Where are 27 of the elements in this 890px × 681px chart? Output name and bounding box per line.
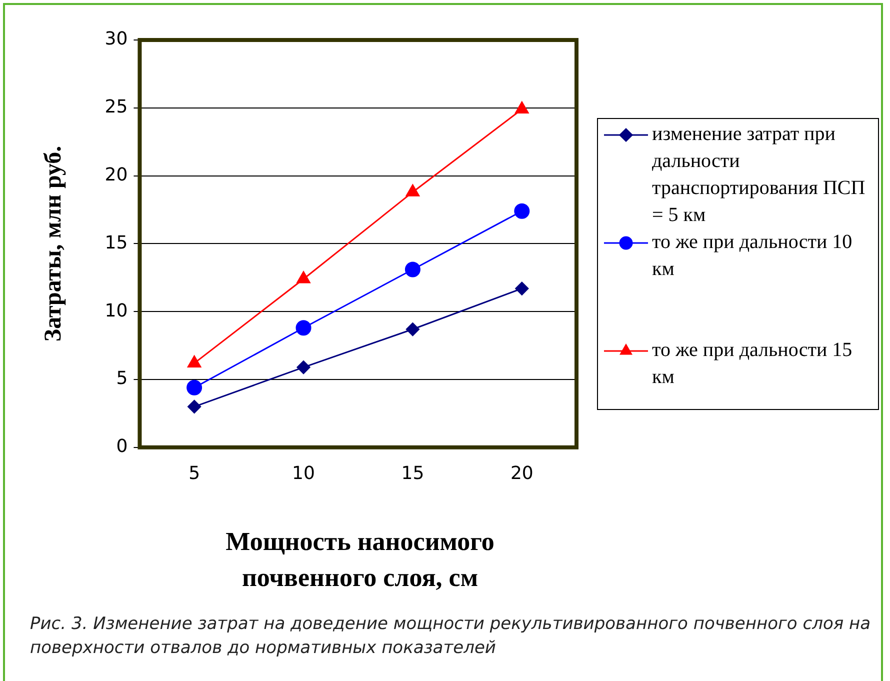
y-axis-title: Затраты, млн руб. [40,146,67,342]
point [514,203,530,219]
y-tick-label: 5 [116,368,128,390]
legend-label: то же при дальности 10 км [652,230,854,282]
point [406,322,420,336]
point [188,400,202,414]
x-axis-title: Мощность наносимого почвенного слоя, см [224,526,496,594]
y-tick-label: 20 [104,164,128,186]
x-tick-label: 15 [401,462,424,484]
x-tick-label: 20 [510,462,534,484]
point [296,320,312,336]
point [296,360,310,374]
text: Рис. 3. Изменение затрат на доведение мощности рекультивированного почвенного слоя на поверхности отвалов до нормативных показателей [30,613,872,660]
y-tick-label: 15 [104,232,128,254]
x-tick-label: 5 [188,462,200,484]
y-tick-label: 10 [104,300,128,322]
y-tick-label: 30 [104,28,128,50]
point [404,262,420,278]
point [186,380,202,396]
legend-label: то же при дальности 15 км [652,338,854,390]
y-tick-label: 0 [116,436,128,458]
y-tick-label: 25 [104,96,128,118]
point [406,184,420,196]
point [515,282,529,296]
x-tick-label: 10 [292,462,315,484]
point [296,271,310,284]
point [515,102,529,114]
